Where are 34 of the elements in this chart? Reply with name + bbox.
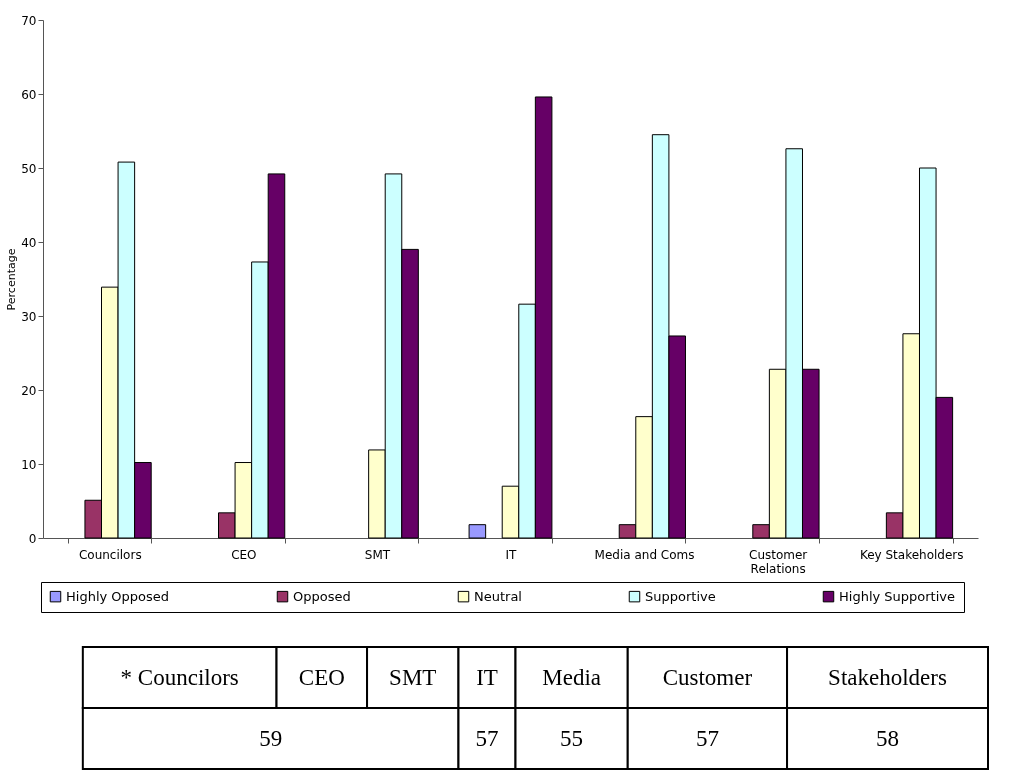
y-tick-label: 20 xyxy=(21,383,37,398)
text: CEO xyxy=(298,664,345,690)
x-tick-label: Councilors xyxy=(78,547,142,562)
y-tick-label: 60 xyxy=(21,87,37,102)
text: 59 xyxy=(259,725,283,751)
text: 57 xyxy=(475,725,499,751)
legend-label: Opposed xyxy=(293,588,351,604)
text: * Councilors xyxy=(120,664,239,690)
bar xyxy=(468,524,487,539)
x-tick-label: IT xyxy=(505,547,518,562)
text: 57 xyxy=(695,725,719,751)
y-tick-label: 40 xyxy=(21,235,37,250)
text: Stakeholders xyxy=(828,664,947,690)
x-tick-label: Customer Relations xyxy=(748,547,808,576)
text: 58 xyxy=(876,725,900,751)
y-tick-label: 50 xyxy=(21,161,37,176)
legend-label: Neutral xyxy=(474,588,522,604)
legend-label: Highly Opposed xyxy=(66,588,170,604)
legend-label: Supportive xyxy=(645,588,716,604)
text: SMT xyxy=(389,664,437,690)
y-tick-label: 70 xyxy=(21,13,37,28)
text: Media xyxy=(542,664,601,690)
x-tick-label: Key Stakeholders xyxy=(859,547,964,562)
text: Customer xyxy=(662,664,753,690)
y-tick-label: 10 xyxy=(21,457,37,472)
y-tick-label: 30 xyxy=(21,309,37,324)
legend-label: Highly Supportive xyxy=(839,588,956,604)
y-axis-title: Percentage xyxy=(5,248,19,311)
x-tick-label: Media and Coms xyxy=(594,547,695,562)
y-tick-label: 0 xyxy=(28,531,37,546)
text: 55 xyxy=(560,725,584,751)
x-tick-label: CEO xyxy=(231,547,257,562)
x-tick-label: SMT xyxy=(364,547,391,562)
text: IT xyxy=(476,664,498,690)
